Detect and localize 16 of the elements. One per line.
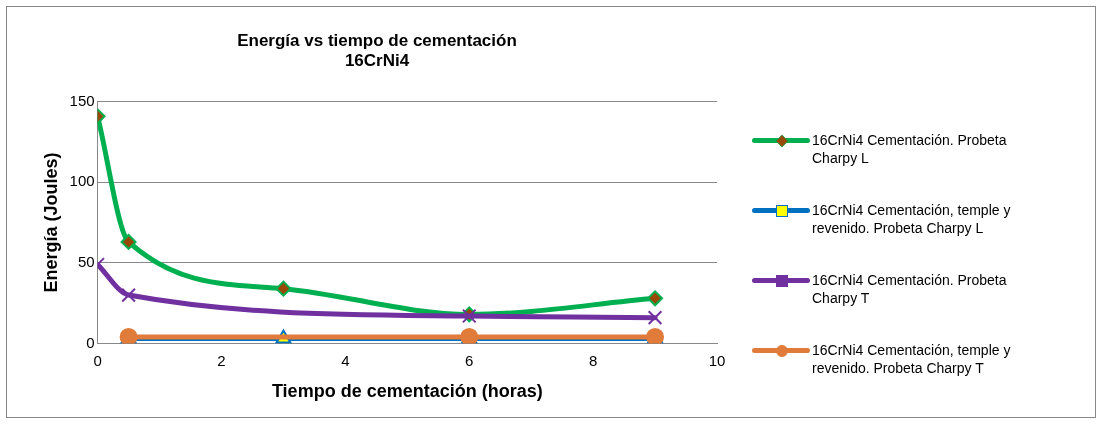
x-tick-label: 2	[217, 351, 226, 369]
y-tick-label: 100	[69, 172, 95, 190]
y-tick-label: 150	[69, 91, 95, 109]
x-tick-label: 4	[341, 351, 350, 369]
y-tick-label: 0	[86, 333, 95, 351]
x-tick-label: 8	[588, 351, 598, 369]
y-tick-label: 50	[77, 253, 95, 271]
x-tick-label: 6	[465, 351, 474, 369]
legend-label: 16CrNi4 Cementación. Probeta Charpy T	[812, 271, 1008, 307]
chart-title: Energía vs tiempo de cementación 16CrNi4	[237, 30, 517, 71]
x-tick-label: 10	[708, 351, 726, 369]
legend-label: 16CrNi4 Cementación, temple y revenido. Probeta Charpy T	[812, 341, 1012, 377]
legend-label: 16CrNi4 Cementación, temple y revenido. Probeta Charpy L	[812, 201, 1012, 237]
legend-label: 16CrNi4 Cementación. Probeta Charpy L	[812, 131, 1008, 167]
x-axis-title: Tiempo de cementación (horas)	[271, 381, 543, 402]
y-axis-title: Energía (Joules)	[40, 152, 61, 293]
